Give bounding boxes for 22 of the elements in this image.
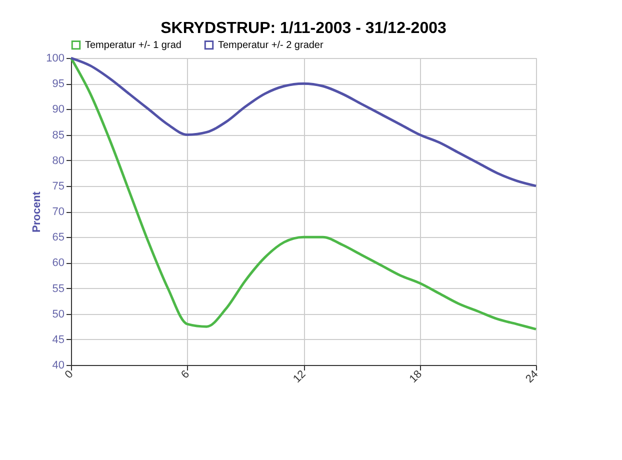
y-tick-label: 40 xyxy=(52,360,64,372)
y-tick-label: 80 xyxy=(52,154,64,167)
y-tick-label: 60 xyxy=(52,257,64,270)
x-tick-label: 6 xyxy=(179,368,192,382)
x-tick-label: 12 xyxy=(291,368,308,386)
legend-label: Temperatur +/- 2 grader xyxy=(218,40,324,52)
y-tick-label: 90 xyxy=(52,104,64,116)
y-axis-title: Procent xyxy=(31,191,44,232)
y-tick-label: 85 xyxy=(52,129,64,142)
y-tick-label: 70 xyxy=(52,206,64,218)
y-tick-label: 65 xyxy=(52,232,64,244)
y-tick-label: 75 xyxy=(52,180,64,192)
legend-label: Temperatur +/- 1 grad xyxy=(85,40,182,52)
x-tick-label: 24 xyxy=(524,368,541,386)
y-tick-label: 55 xyxy=(52,282,64,295)
x-tick-label: 18 xyxy=(407,368,424,386)
y-tick-label: 45 xyxy=(52,334,64,346)
y-tick-label: 95 xyxy=(52,78,64,90)
x-tick-label: 0 xyxy=(62,368,76,382)
y-tick-label: 100 xyxy=(46,52,64,64)
y-tick-label: 50 xyxy=(52,308,64,320)
chart-title: SKRYDSTRUP: 1/11-2003 - 31/12-2003 xyxy=(160,20,446,37)
